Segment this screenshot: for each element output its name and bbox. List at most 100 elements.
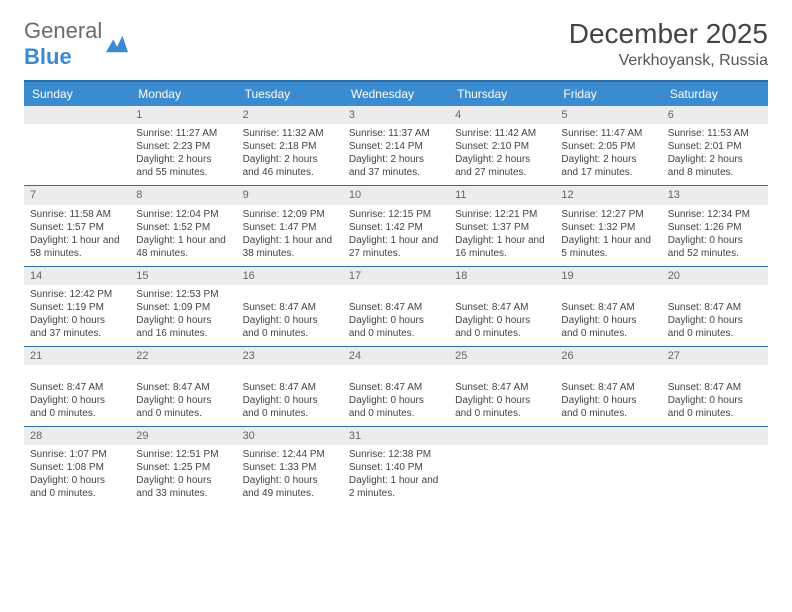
day-number: 8 [130, 186, 236, 204]
cell-line [455, 288, 549, 301]
day-number: 1 [130, 106, 236, 124]
cell-line: Sunset: 8:47 AM [455, 301, 549, 314]
cell-body: Sunrise: 12:42 PMSunset: 1:19 PMDaylight… [24, 285, 130, 346]
cell-body: Sunset: 8:47 AMDaylight: 0 hours and 0 m… [343, 365, 449, 426]
cell-body: Sunrise: 12:04 PMSunset: 1:52 PMDaylight… [130, 205, 236, 266]
cell-body: Sunrise: 11:53 AMSunset: 2:01 PMDaylight… [662, 124, 768, 185]
cell-body: Sunrise: 11:42 AMSunset: 2:10 PMDaylight… [449, 124, 555, 185]
calendar-cell: 7Sunrise: 11:58 AMSunset: 1:57 PMDayligh… [24, 186, 130, 265]
day-number: 30 [237, 427, 343, 445]
day-number: 27 [662, 347, 768, 365]
cell-line: Daylight: 1 hour and 5 minutes. [561, 234, 655, 260]
day-number: 20 [662, 267, 768, 285]
cell-body: Sunrise: 11:58 AMSunset: 1:57 PMDaylight… [24, 205, 130, 266]
header: General Blue December 2025 Verkhoyansk, … [24, 18, 768, 70]
calendar-cell [24, 106, 130, 185]
calendar-cell: 20 Sunset: 8:47 AMDaylight: 0 hours and … [662, 267, 768, 346]
calendar-cell: 30 Sunrise: 12:44 PMSunset: 1:33 PMDaylig… [237, 427, 343, 506]
cell-body: Sunset: 8:47 AMDaylight: 0 hours and 0 m… [555, 285, 661, 346]
cell-body: Sunrise: 12:38 PMSunset: 1:40 PMDaylight… [343, 445, 449, 506]
cell-line: Sunset: 2:14 PM [349, 140, 443, 153]
cell-body: Sunrise: 11:47 AMSunset: 2:05 PMDaylight… [555, 124, 661, 185]
day-number: 23 [237, 347, 343, 365]
cell-line: Sunrise: 12:21 PM [455, 208, 549, 221]
day-header: Saturday [662, 82, 768, 106]
cell-line: Sunrise: 12:53 PM [136, 288, 230, 301]
day-header: Thursday [449, 82, 555, 106]
calendar-cell: 10Sunrise: 12:15 PMSunset: 1:42 PMDaylig… [343, 186, 449, 265]
week-row: 7Sunrise: 11:58 AMSunset: 1:57 PMDayligh… [24, 185, 768, 265]
day-number: 21 [24, 347, 130, 365]
week-row: 1Sunrise: 11:27 AMSunset: 2:23 PMDayligh… [24, 106, 768, 185]
day-header: Friday [555, 82, 661, 106]
calendar-cell: 5Sunrise: 11:47 AMSunset: 2:05 PMDayligh… [555, 106, 661, 185]
cell-body: Sunrise: 12:15 PMSunset: 1:42 PMDaylight… [343, 205, 449, 266]
month-title: December 2025 [569, 18, 768, 50]
cell-line: Sunset: 8:47 AM [349, 301, 443, 314]
day-number: 5 [555, 106, 661, 124]
cell-body: Sunrise: 1:07 PMSunset: 1:08 PMDaylight:… [24, 445, 130, 506]
day-number: 2 [237, 106, 343, 124]
cell-line: Sunset: 1:09 PM [136, 301, 230, 314]
day-number: 4 [449, 106, 555, 124]
cell-line: Daylight: 1 hour and 38 minutes. [243, 234, 337, 260]
cell-line: Sunset: 1:08 PM [30, 461, 124, 474]
logo-line1: General [24, 18, 102, 43]
day-header: Tuesday [237, 82, 343, 106]
day-number: 14 [24, 267, 130, 285]
calendar-cell: 26 Sunset: 8:47 AMDaylight: 0 hours and … [555, 347, 661, 426]
day-number: 28 [24, 427, 130, 445]
cell-line: Daylight: 2 hours and 55 minutes. [136, 153, 230, 179]
cell-line: Sunset: 1:26 PM [668, 221, 762, 234]
title-block: December 2025 Verkhoyansk, Russia [569, 18, 768, 70]
calendar-cell: 12Sunrise: 12:27 PMSunset: 1:32 PMDaylig… [555, 186, 661, 265]
cell-line: Daylight: 0 hours and 0 minutes. [30, 474, 124, 500]
cell-line: Sunrise: 12:44 PM [243, 448, 337, 461]
cell-line: Sunrise: 12:15 PM [349, 208, 443, 221]
calendar-cell: 23 Sunset: 8:47 AMDaylight: 0 hours and … [237, 347, 343, 426]
calendar-cell [555, 427, 661, 506]
cell-line: Sunrise: 11:27 AM [136, 127, 230, 140]
cell-line: Sunset: 2:18 PM [243, 140, 337, 153]
cell-line: Daylight: 0 hours and 0 minutes. [349, 314, 443, 340]
day-number: 11 [449, 186, 555, 204]
week-row: 28Sunrise: 1:07 PMSunset: 1:08 PMDayligh… [24, 426, 768, 506]
cell-line [30, 368, 124, 381]
day-header: Wednesday [343, 82, 449, 106]
cell-line: Daylight: 2 hours and 27 minutes. [455, 153, 549, 179]
cell-line: Sunset: 1:47 PM [243, 221, 337, 234]
cell-line: Daylight: 1 hour and 58 minutes. [30, 234, 124, 260]
calendar-cell: 28Sunrise: 1:07 PMSunset: 1:08 PMDayligh… [24, 427, 130, 506]
cell-line: Daylight: 0 hours and 0 minutes. [668, 394, 762, 420]
cell-line: Daylight: 0 hours and 49 minutes. [243, 474, 337, 500]
cell-line: Sunrise: 11:47 AM [561, 127, 655, 140]
day-number: 7 [24, 186, 130, 204]
cell-line: Daylight: 1 hour and 27 minutes. [349, 234, 443, 260]
cell-line: Sunset: 1:40 PM [349, 461, 443, 474]
cell-line: Sunrise: 12:04 PM [136, 208, 230, 221]
cell-line [136, 368, 230, 381]
cell-line: Sunset: 1:33 PM [243, 461, 337, 474]
day-number: 9 [237, 186, 343, 204]
calendar-cell: 13Sunrise: 12:34 PMSunset: 1:26 PMDaylig… [662, 186, 768, 265]
calendar-cell: 27 Sunset: 8:47 AMDaylight: 0 hours and … [662, 347, 768, 426]
cell-line: Daylight: 0 hours and 0 minutes. [561, 314, 655, 340]
calendar-cell: 16 Sunset: 8:47 AMDaylight: 0 hours and … [237, 267, 343, 346]
calendar-cell: 15Sunrise: 12:53 PMSunset: 1:09 PMDaylig… [130, 267, 236, 346]
cell-line: Sunset: 1:37 PM [455, 221, 549, 234]
empty-day [555, 427, 661, 445]
cell-body: Sunrise: 12:21 PMSunset: 1:37 PMDaylight… [449, 205, 555, 266]
cell-body: Sunrise: 12:53 PMSunset: 1:09 PMDaylight… [130, 285, 236, 346]
cell-line: Sunrise: 12:42 PM [30, 288, 124, 301]
cell-line [561, 368, 655, 381]
calendar-cell: 31Sunrise: 12:38 PMSunset: 1:40 PMDaylig… [343, 427, 449, 506]
weeks-container: 1Sunrise: 11:27 AMSunset: 2:23 PMDayligh… [24, 106, 768, 506]
cell-line [455, 368, 549, 381]
logo-line2: Blue [24, 44, 72, 69]
calendar-cell: 2Sunrise: 11:32 AMSunset: 2:18 PMDayligh… [237, 106, 343, 185]
cell-line: Daylight: 0 hours and 52 minutes. [668, 234, 762, 260]
cell-body: Sunset: 8:47 AMDaylight: 0 hours and 0 m… [237, 365, 343, 426]
cell-line: Daylight: 1 hour and 48 minutes. [136, 234, 230, 260]
empty-day [449, 427, 555, 445]
cell-body: Sunset: 8:47 AMDaylight: 0 hours and 0 m… [449, 365, 555, 426]
